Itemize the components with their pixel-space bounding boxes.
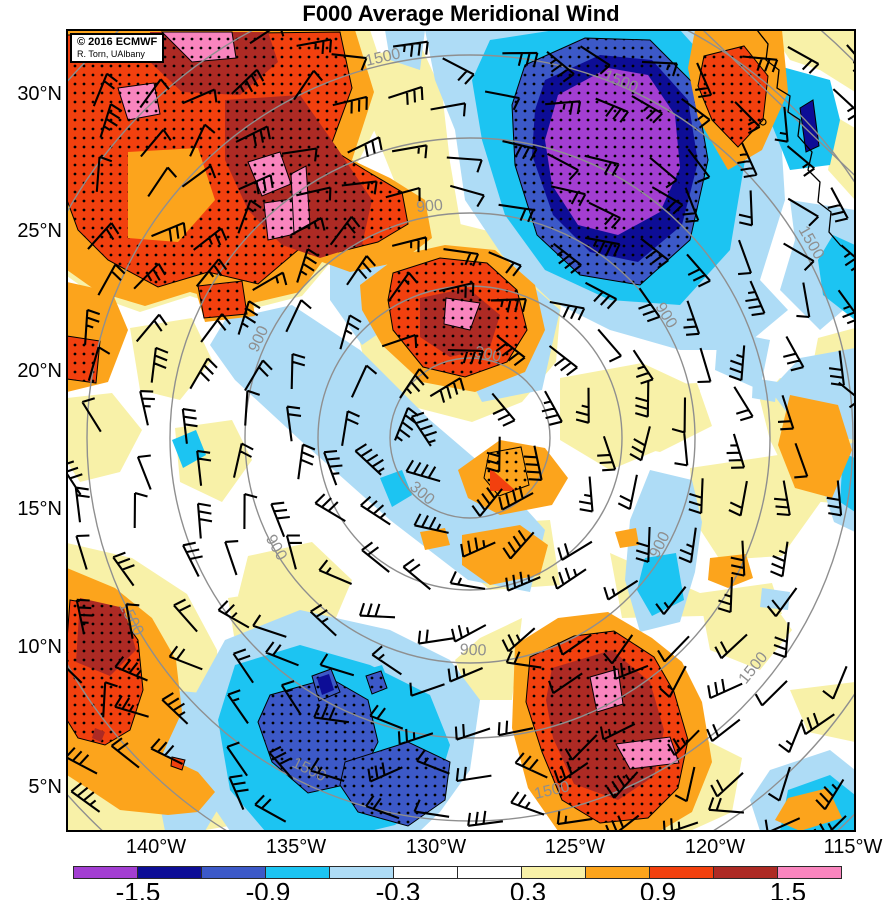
colorbar-swatch-7 — [522, 866, 586, 879]
colorbar-label-neg0_9: -0.9 — [245, 877, 291, 900]
lon-tick-115w: 115°W — [823, 836, 883, 858]
colorbar-swatch-0 — [73, 866, 138, 879]
credit-line-1: © 2016 ECMWF — [77, 36, 158, 48]
lon-tick-130w: 130°W — [405, 836, 467, 858]
colorbar — [73, 866, 842, 879]
colorbar-label-neg0_3: -0.3 — [375, 877, 421, 900]
colorbar-label-1_5: 1.5 — [769, 877, 807, 900]
colorbar-swatch-3 — [266, 866, 330, 879]
colorbar-label-0_9: 0.9 — [639, 877, 677, 900]
lat-tick-5n: 5°N — [28, 776, 62, 798]
colorbar-swatch-8 — [586, 866, 650, 879]
coastline — [756, 30, 842, 247]
colorbar-swatch-11 — [778, 866, 842, 879]
colorbar-swatch-6 — [458, 866, 522, 879]
map-frame — [66, 29, 856, 832]
lat-tick-10n: 10°N — [17, 636, 62, 658]
svg-text:900: 900 — [416, 197, 444, 216]
page-title: F000 Average Meridional Wind — [302, 1, 620, 26]
colorbar-label-0_3: 0.3 — [509, 877, 547, 900]
wind-barbs — [67, 30, 855, 831]
colorbar-swatch-2 — [202, 866, 266, 879]
colorbar-swatch-9 — [650, 866, 714, 879]
colorbar-swatch-1 — [138, 866, 202, 879]
credit-line-2: R. Torn, UAlbany — [77, 48, 145, 59]
lon-tick-125w: 125°W — [544, 836, 606, 858]
lat-tick-15n: 15°N — [17, 498, 62, 520]
lat-tick-25n: 25°N — [17, 220, 62, 242]
colorbar-swatch-5 — [394, 866, 458, 879]
colorbar-swatch-4 — [330, 866, 394, 879]
colorbar-label-neg1_5: -1.5 — [115, 877, 161, 900]
lat-tick-20n: 20°N — [17, 360, 62, 382]
colorbar-swatch-10 — [714, 866, 778, 879]
lon-tick-120w: 120°W — [684, 836, 746, 858]
lat-tick-30n: 30°N — [17, 83, 62, 105]
svg-text:900: 900 — [460, 642, 487, 660]
credit-box: © 2016 ECMWF R. Torn, UAlbany — [70, 33, 165, 63]
lon-tick-135w: 135°W — [265, 836, 327, 858]
lon-tick-140w: 140°W — [125, 836, 187, 858]
